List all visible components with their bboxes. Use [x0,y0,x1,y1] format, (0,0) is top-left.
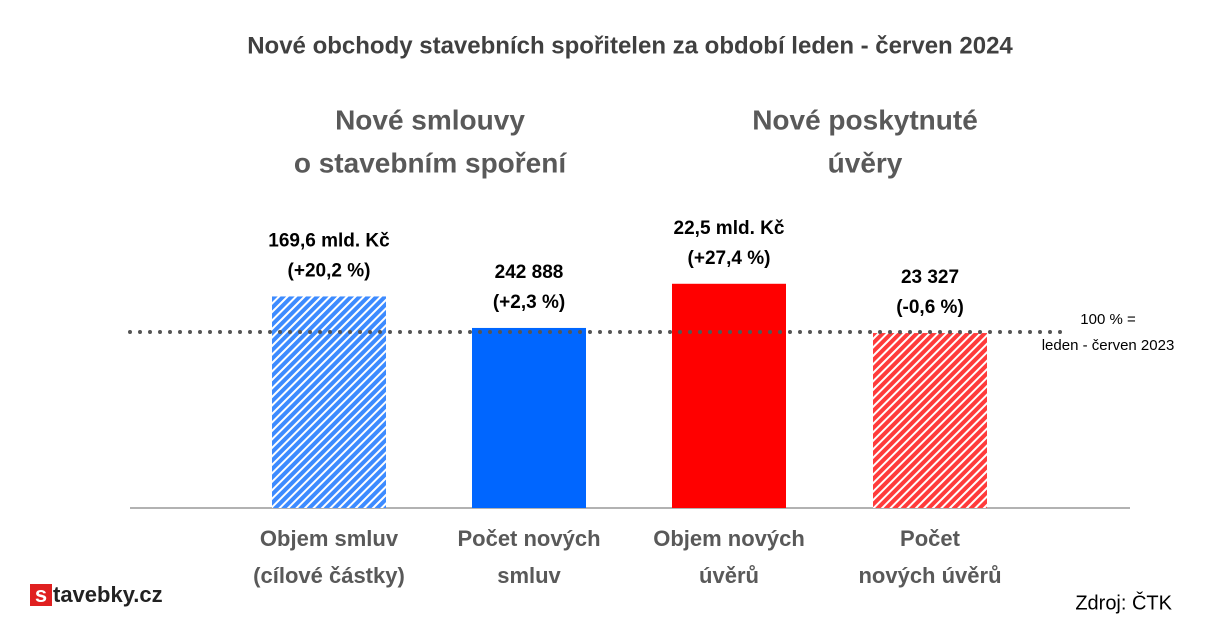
value-label: (+20,2 %) [288,260,371,281]
x-tick-label: Počet nových [457,526,600,551]
x-tick-label: úvěrů [699,563,759,588]
amount-label: 23 327 [901,267,959,288]
x-tick-label: smluv [497,563,561,588]
value-label: (+2,3 %) [493,292,565,313]
x-tick-label: Počet [900,526,961,551]
bar [873,333,987,508]
source: Zdroj: ČTK [1075,591,1172,614]
reference-label: leden - červen 2023 [1042,337,1175,354]
logo: tavebky.cz [53,582,163,607]
group-heading: úvěry [828,147,903,178]
value-label: (-0,6 %) [896,297,964,318]
value-label: (+27,4 %) [688,248,771,269]
bar [272,296,386,508]
bar [472,327,586,508]
logo-box [30,584,52,606]
x-tick-label: nových úvěrů [858,563,1001,588]
group-heading: o stavebním spoření [294,147,568,178]
x-tick-label: Objem nových [653,526,805,551]
group-heading: Nové poskytnuté [752,104,978,135]
x-tick-label: (cílové částky) [253,563,405,588]
amount-label: 242 888 [495,262,564,283]
amount-label: 22,5 mld. Kč [674,218,785,239]
group-heading: Nové smlouvy [335,104,525,135]
logo: s [35,582,47,607]
chart-title: Nové obchody stavebních spořitelen za ob… [247,32,1013,59]
x-tick-label: Objem smluv [260,526,399,551]
reference-label: 100 % = [1080,311,1136,328]
amount-label: 169,6 mld. Kč [268,230,390,251]
bar [672,283,786,508]
